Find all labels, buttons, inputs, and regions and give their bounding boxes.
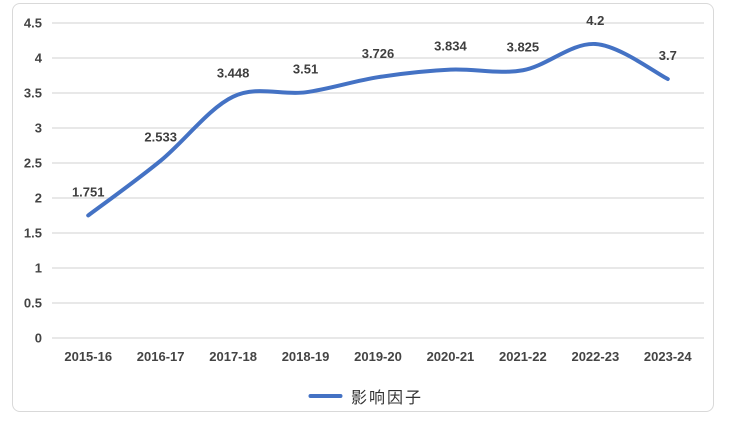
y-axis-tick-label: 0 (35, 331, 42, 346)
x-axis-tick-label: 2021-22 (499, 349, 547, 364)
y-axis-tick-label: 0.5 (24, 296, 42, 311)
y-axis-tick-label: 3 (35, 121, 42, 136)
y-axis-tick-label: 1.5 (24, 226, 42, 241)
chart-frame (12, 3, 714, 412)
x-axis-tick-label: 2016-17 (137, 349, 185, 364)
data-point-label: 3.825 (507, 39, 540, 54)
x-axis-tick-label: 2023-24 (644, 349, 692, 364)
x-axis-tick-label: 2018-19 (282, 349, 330, 364)
y-axis-tick-label: 2 (35, 191, 42, 206)
x-axis-tick-label: 2020-21 (427, 349, 475, 364)
data-point-label: 3.448 (217, 66, 250, 81)
data-point-label: 2.533 (144, 130, 177, 145)
data-point-label: 3.726 (362, 46, 395, 61)
data-point-label: 3.51 (293, 61, 318, 76)
data-point-label: 3.7 (659, 48, 677, 63)
y-axis-tick-label: 4.5 (24, 16, 42, 31)
x-axis-tick-label: 2015-16 (64, 349, 112, 364)
y-axis-tick-label: 1 (35, 261, 42, 276)
data-point-label: 1.751 (72, 184, 105, 199)
x-axis-tick-label: 2019-20 (354, 349, 402, 364)
data-point-label: 3.834 (434, 39, 467, 54)
y-axis-tick-label: 2.5 (24, 156, 42, 171)
legend: 影响因子 (307, 384, 424, 408)
x-axis-tick-label: 2017-18 (209, 349, 257, 364)
legend-line-swatch (307, 394, 342, 398)
x-axis-tick-label: 2022-23 (571, 349, 619, 364)
data-point-label: 4.2 (586, 13, 604, 28)
legend-series-label: 影响因子 (350, 390, 424, 407)
y-axis-tick-label: 3.5 (24, 86, 42, 101)
y-axis-tick-label: 4 (35, 51, 43, 66)
series-line (86, 41, 670, 218)
